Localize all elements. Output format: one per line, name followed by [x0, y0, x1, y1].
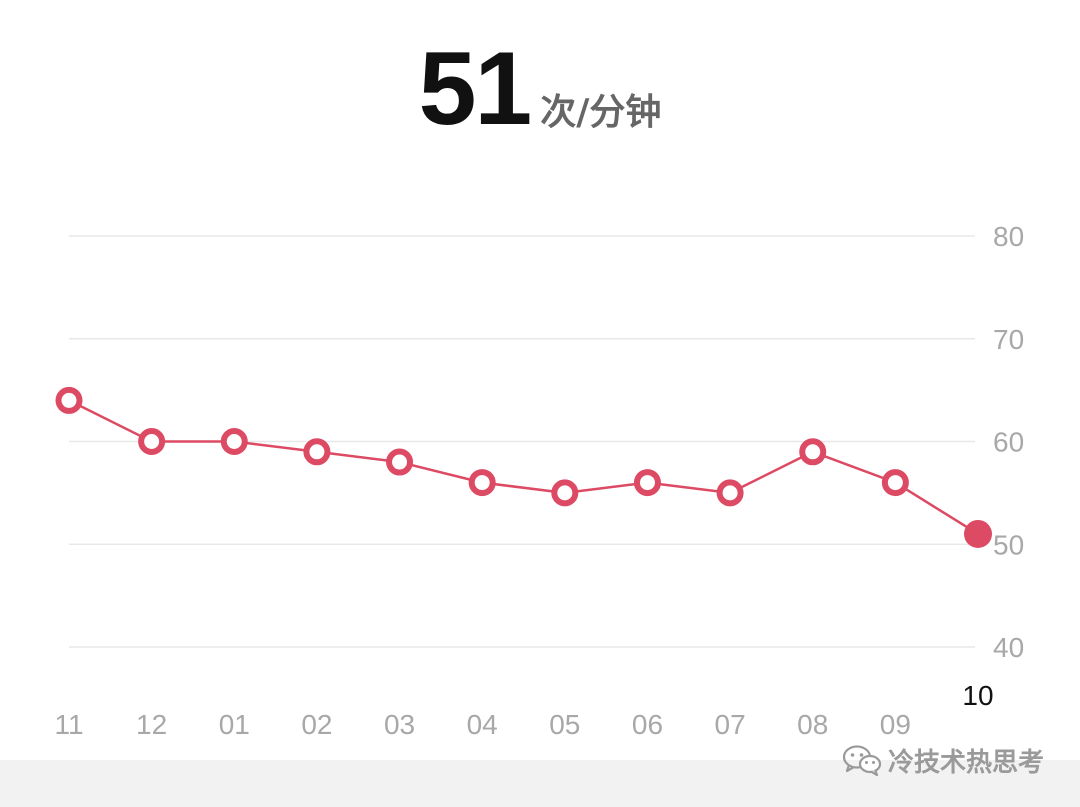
- selected-data-point: [964, 519, 992, 548]
- data-point: [716, 479, 744, 507]
- x-tick-label: 12: [136, 709, 167, 740]
- data-point: [633, 469, 661, 497]
- data-point: [138, 428, 166, 455]
- data-point: [386, 448, 414, 476]
- heart-rate-unit: 次/分钟: [540, 92, 662, 133]
- x-tick-label: 02: [301, 709, 332, 740]
- data-point: [55, 386, 83, 414]
- x-tick-label: 09: [880, 709, 911, 740]
- y-tick-label: 80: [993, 221, 1024, 252]
- data-point: [799, 438, 827, 466]
- data-point: [881, 469, 909, 497]
- x-tick-label: 08: [797, 709, 828, 740]
- series-line: [68, 399, 979, 536]
- x-tick-label: 07: [715, 709, 746, 740]
- data-point: [468, 469, 496, 497]
- y-tick-label: 50: [993, 529, 1024, 560]
- current-value-header: 51 次/分钟: [0, 30, 1080, 149]
- heart-rate-line-chart[interactable]: 80 70 60 50 40 11 12 01 02 03 04 05 06 07 08 09 10: [0, 0, 1080, 760]
- watermark: 冷技术热思考: [842, 740, 1044, 780]
- footer-bar: [0, 760, 1080, 807]
- x-tick-label: 05: [549, 709, 580, 740]
- selected-x-label: 10: [962, 680, 993, 711]
- x-tick-label: 04: [467, 709, 498, 740]
- wechat-icon: [842, 745, 882, 776]
- x-tick-label: 01: [219, 709, 250, 740]
- data-point: [551, 479, 579, 507]
- data-point: [303, 438, 331, 466]
- x-tick-label: 03: [384, 709, 415, 740]
- current-heart-rate-value: 51: [418, 31, 533, 147]
- x-tick-label: 06: [632, 709, 663, 740]
- data-point: [220, 428, 248, 455]
- x-tick-label: 11: [54, 709, 83, 740]
- watermark-text: 冷技术热思考: [887, 747, 1044, 778]
- y-tick-label: 70: [993, 324, 1024, 355]
- y-tick-label: 60: [993, 427, 1024, 458]
- y-tick-label: 40: [993, 632, 1024, 663]
